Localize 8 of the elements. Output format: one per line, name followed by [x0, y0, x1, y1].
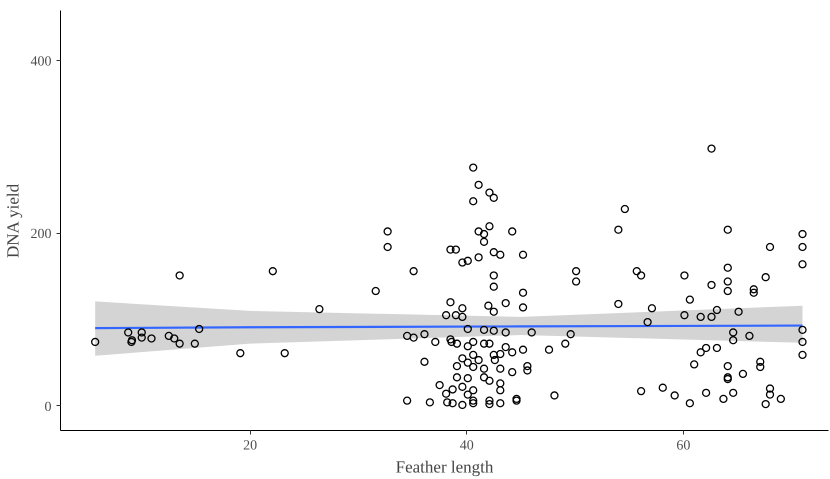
- x-tick-label: 40: [460, 438, 474, 454]
- x-axis-title: Feather length: [396, 458, 494, 476]
- x-tick-label: 60: [676, 438, 690, 454]
- x-tick-label: 20: [243, 438, 258, 454]
- y-axis-title: DNA yield: [4, 183, 22, 258]
- y-tick-label: 0: [44, 400, 52, 415]
- y-tick-label: 400: [30, 54, 52, 70]
- y-tick-label: 200: [30, 227, 52, 242]
